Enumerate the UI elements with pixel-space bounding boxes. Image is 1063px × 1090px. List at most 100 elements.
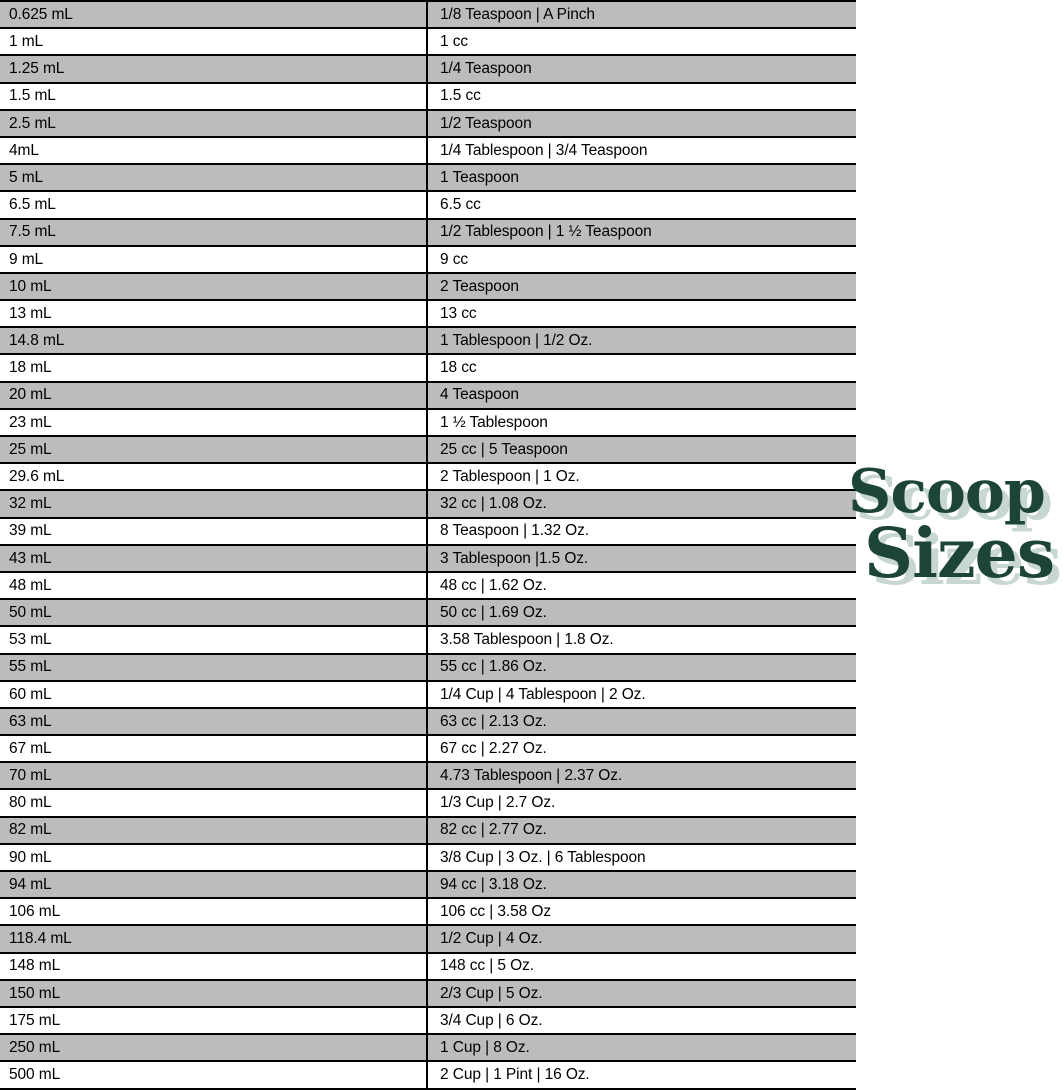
scoop-sizes-logo: Scoop Sizes Scoop Sizes: [846, 462, 1062, 612]
table-row: 175 mL 3/4 Cup | 6 Oz.: [0, 1005, 856, 1036]
cell-milliliters: 53 mL: [0, 625, 428, 655]
table-row: 148 mL 148 cc | 5 Oz.: [0, 951, 856, 981]
table-row: 29.6 mL 2 Tablespoon | 1 Oz.: [0, 462, 856, 492]
cell-milliliters: 82 mL: [0, 815, 428, 845]
table-row: 39 mL 8 Teaspoon | 1.32 Oz.: [0, 516, 856, 546]
cell-milliliters: 39 mL: [0, 516, 428, 546]
cell-equivalent: 2/3 Cup | 5 Oz.: [427, 978, 856, 1008]
cell-equivalent: 1/4 Tablespoon | 3/4 Teaspoon: [427, 135, 856, 166]
cell-equivalent: 9 cc: [427, 244, 856, 274]
table-row: 20 mL 4 Teaspoon: [0, 380, 856, 410]
table-row: 18 mL 18 cc: [0, 353, 856, 383]
cell-milliliters: 118.4 mL: [0, 924, 428, 954]
table-row: 7.5 mL 1/2 Tablespoon | 1 ½ Teaspoon: [0, 217, 856, 247]
cell-equivalent: 1.5 cc: [427, 81, 856, 111]
table-row: 13 mL 13 cc: [0, 299, 856, 329]
cell-milliliters: 2.5 mL: [0, 108, 428, 138]
table-row: 1.25 mL 1/4 Teaspoon: [0, 54, 856, 84]
cell-milliliters: 150 mL: [0, 978, 428, 1008]
cell-milliliters: 32 mL: [0, 489, 428, 519]
table-row: 9 mL 9 cc: [0, 244, 856, 274]
cell-milliliters: 1 mL: [0, 27, 428, 57]
table-row: 106 mL 106 cc | 3.58 Oz: [0, 897, 856, 927]
cell-milliliters: 5 mL: [0, 163, 428, 193]
cell-milliliters: 10 mL: [0, 271, 428, 302]
cell-equivalent: 8 Teaspoon | 1.32 Oz.: [427, 516, 856, 546]
cell-equivalent: 2 Cup | 1 Pint | 16 Oz.: [427, 1060, 856, 1090]
cell-milliliters: 63 mL: [0, 706, 428, 737]
cell-equivalent: 3 Tablespoon |1.5 Oz.: [427, 543, 856, 573]
logo-word-scoop-shadow: Scoop: [855, 464, 1053, 534]
table-row: 0.625 mL 1/8 Teaspoon | A Pinch: [0, 0, 856, 30]
cell-milliliters: 18 mL: [0, 353, 428, 383]
cell-equivalent: 4 Teaspoon: [427, 380, 856, 410]
table-row: 118.4 mL 1/2 Cup | 4 Oz.: [0, 924, 856, 954]
cell-milliliters: 13 mL: [0, 299, 428, 329]
cell-milliliters: 50 mL: [0, 598, 428, 628]
cell-milliliters: 1.25 mL: [0, 54, 428, 84]
cell-milliliters: 43 mL: [0, 543, 428, 573]
cell-equivalent: 1 Cup | 8 Oz.: [427, 1033, 856, 1063]
table-row: 6.5 mL 6.5 cc: [0, 190, 856, 220]
cell-milliliters: 4mL: [0, 135, 428, 166]
cell-milliliters: 6.5 mL: [0, 190, 428, 220]
cell-milliliters: 70 mL: [0, 761, 428, 791]
cell-equivalent: 1/4 Teaspoon: [427, 54, 856, 84]
cell-equivalent: 2 Tablespoon | 1 Oz.: [427, 462, 856, 492]
cell-equivalent: 13 cc: [427, 299, 856, 329]
cell-equivalent: 1 Teaspoon: [427, 163, 856, 193]
cell-equivalent: 32 cc | 1.08 Oz.: [427, 489, 856, 519]
cell-milliliters: 67 mL: [0, 734, 428, 764]
table-row: 70 mL 4.73 Tablespoon | 2.37 Oz.: [0, 761, 856, 791]
cell-equivalent: 94 cc | 3.18 Oz.: [427, 869, 856, 900]
cell-equivalent: 67 cc | 2.27 Oz.: [427, 734, 856, 764]
cell-equivalent: 1/4 Cup | 4 Tablespoon | 2 Oz.: [427, 679, 856, 709]
table-row: 5 mL 1 Teaspoon: [0, 163, 856, 193]
logo-word-sizes-shadow: Sizes: [871, 521, 1062, 601]
scoop-size-conversion-table: 0.625 mL 1/8 Teaspoon | A Pinch 1 mL 1 cc 1.…: [0, 0, 856, 1090]
cell-milliliters: 7.5 mL: [0, 217, 428, 247]
cell-milliliters: 1.5 mL: [0, 81, 428, 111]
table-row: 1.5 mL 1.5 cc: [0, 81, 856, 111]
logo-word-sizes: Sizes: [864, 514, 1055, 594]
cell-milliliters: 29.6 mL: [0, 462, 428, 492]
cell-equivalent: 4.73 Tablespoon | 2.37 Oz.: [427, 761, 856, 791]
cell-equivalent: 1 Tablespoon | 1/2 Oz.: [427, 326, 856, 356]
table-row: 53 mL 3.58 Tablespoon | 1.8 Oz.: [0, 625, 856, 655]
table-row: 4mL 1/4 Tablespoon | 3/4 Teaspoon: [0, 135, 856, 166]
table-row: 82 mL 82 cc | 2.77 Oz.: [0, 815, 856, 845]
table-body: 0.625 mL 1/8 Teaspoon | A Pinch 1 mL 1 cc 1.…: [0, 0, 856, 1090]
cell-milliliters: 55 mL: [0, 652, 428, 682]
table-row: 60 mL 1/4 Cup | 4 Tablespoon | 2 Oz.: [0, 679, 856, 709]
cell-equivalent: 50 cc | 1.69 Oz.: [427, 598, 856, 628]
cell-equivalent: 6.5 cc: [427, 190, 856, 220]
cell-equivalent: 1/8 Teaspoon | A Pinch: [427, 0, 856, 30]
cell-milliliters: 9 mL: [0, 244, 428, 274]
cell-equivalent: 82 cc | 2.77 Oz.: [427, 815, 856, 845]
cell-equivalent: 1/3 Cup | 2.7 Oz.: [427, 788, 856, 818]
cell-milliliters: 80 mL: [0, 788, 428, 818]
cell-milliliters: 25 mL: [0, 434, 428, 465]
table-row: 250 mL 1 Cup | 8 Oz.: [0, 1033, 856, 1063]
cell-equivalent: 1 cc: [427, 27, 856, 57]
cell-milliliters: 60 mL: [0, 679, 428, 709]
cell-equivalent: 18 cc: [427, 353, 856, 383]
cell-milliliters: 250 mL: [0, 1033, 428, 1063]
cell-equivalent: 3.58 Tablespoon | 1.8 Oz.: [427, 625, 856, 655]
cell-equivalent: 1 ½ Tablespoon: [427, 407, 856, 438]
cell-equivalent: 48 cc | 1.62 Oz.: [427, 570, 856, 601]
cell-equivalent: 1/2 Cup | 4 Oz.: [427, 924, 856, 954]
table-row: 50 mL 50 cc | 1.69 Oz.: [0, 598, 856, 628]
cell-milliliters: 20 mL: [0, 380, 428, 410]
table-row: 2.5 mL 1/2 Teaspoon: [0, 108, 856, 138]
table-row: 23 mL 1 ½ Tablespoon: [0, 407, 856, 438]
table-row: 500 mL 2 Cup | 1 Pint | 16 Oz.: [0, 1060, 856, 1090]
table-row: 63 mL 63 cc | 2.13 Oz.: [0, 706, 856, 737]
cell-milliliters: 175 mL: [0, 1005, 428, 1036]
cell-equivalent: 3/8 Cup | 3 Oz. | 6 Tablespoon: [427, 842, 856, 873]
cell-equivalent: 1/2 Teaspoon: [427, 108, 856, 138]
cell-equivalent: 63 cc | 2.13 Oz.: [427, 706, 856, 737]
table-row: 94 mL 94 cc | 3.18 Oz.: [0, 869, 856, 900]
cell-milliliters: 500 mL: [0, 1060, 428, 1090]
table-row: 43 mL 3 Tablespoon |1.5 Oz.: [0, 543, 856, 573]
